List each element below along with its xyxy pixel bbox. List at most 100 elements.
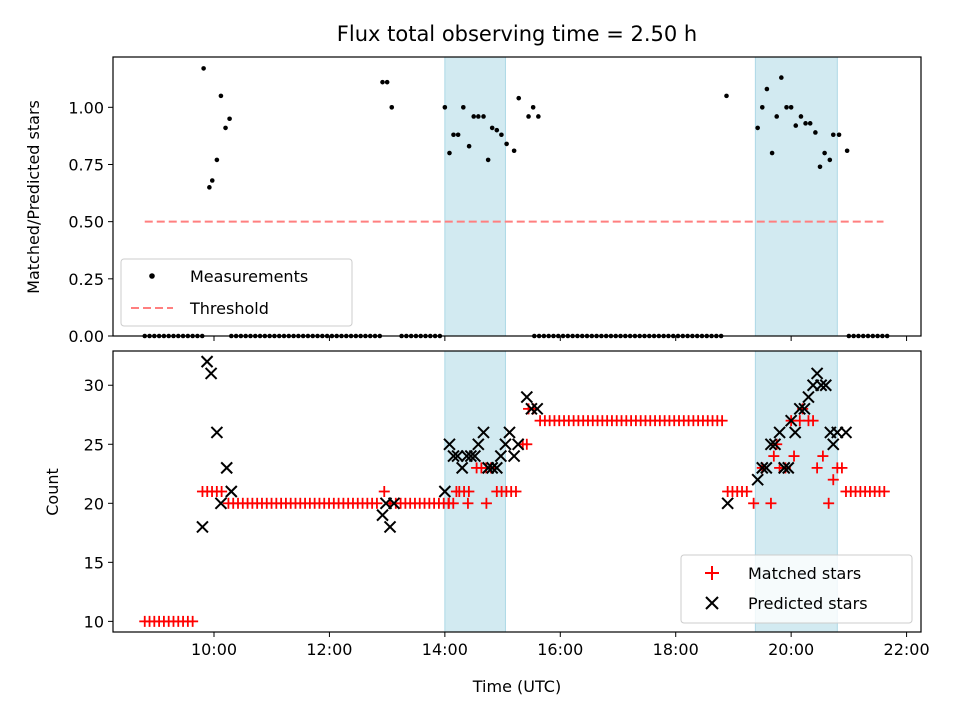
matched-star-point (817, 450, 829, 462)
measurement-point (798, 114, 804, 119)
matched-star-point (371, 497, 383, 509)
measurement-point (447, 150, 452, 156)
measurement-point (461, 105, 466, 110)
measurement-point (504, 141, 509, 147)
chart-title: Flux total observing time = 2.50 h (337, 22, 697, 46)
predicted-star-point (793, 402, 807, 416)
matched-star-point (450, 486, 462, 497)
measurement-point (724, 93, 729, 99)
predicted-star-point (530, 402, 544, 416)
predicted-star-point (472, 438, 485, 451)
x-tick-label: 22:00 (884, 640, 930, 659)
predicted-star-point (760, 461, 773, 475)
predicted-star-point (490, 461, 504, 475)
matched-star-point (836, 462, 848, 474)
measurement-point (764, 86, 770, 92)
predicted-star-point (485, 461, 499, 475)
measurement-point (793, 123, 799, 128)
matched-star-point (716, 415, 728, 427)
measurement-point (536, 114, 541, 119)
predicted-star-point (507, 449, 521, 463)
measurement-point (481, 114, 486, 119)
measurement-point (223, 125, 228, 131)
measurement-point (209, 178, 215, 183)
y-tick-label: 0.75 (68, 155, 104, 174)
legend-threshold-label: Threshold (189, 299, 269, 318)
measurement-point (384, 79, 390, 85)
y-tick-label: 25 (84, 435, 104, 454)
measurement-point (827, 157, 833, 163)
predicted-star-point (464, 449, 478, 463)
predicted-star-point (503, 426, 516, 439)
predicted-star-point (839, 426, 853, 439)
predicted-star-point (814, 379, 828, 392)
predicted-star-point (751, 473, 764, 486)
measurement-point (755, 125, 760, 131)
measurement-point (214, 157, 220, 163)
x-tick-label: 16:00 (537, 640, 583, 659)
matched-star-point (216, 486, 228, 497)
measurement-point (451, 132, 456, 138)
y-tick-label: 15 (84, 553, 104, 572)
matched-star-point (768, 450, 780, 462)
matched-star-point (823, 497, 835, 509)
measurement-point (442, 105, 448, 110)
measurement-point (455, 132, 461, 138)
predicted-star-point (778, 461, 791, 475)
p1-y-axis-label: Count (43, 468, 62, 516)
predicted-star-point (768, 438, 782, 451)
measurement-point (784, 105, 789, 110)
measurement-point (817, 164, 823, 170)
y-tick-label: 1.00 (68, 98, 104, 117)
y-tick-label: 0.25 (68, 270, 104, 289)
predicted-star-point (721, 497, 734, 510)
x-tick-label: 18:00 (653, 640, 699, 659)
predicted-star-point (511, 438, 525, 451)
predicted-star-point (788, 426, 802, 439)
matched-star-point (807, 415, 819, 427)
p0-y-axis-label: Matched/Predicted stars (24, 100, 43, 294)
x-tick-label: 20:00 (768, 640, 814, 659)
measurement-point (779, 75, 784, 80)
x-tick-label: 14:00 (422, 640, 468, 659)
y-tick-label: 20 (84, 494, 104, 513)
predicted-star-point (802, 390, 815, 404)
matched-star-point (827, 474, 839, 486)
legend-measurements-label: Measurements (190, 267, 308, 286)
p0-legend: Measurements Threshold (120, 258, 353, 327)
predicted-star-point (443, 438, 456, 451)
predicted-star-point (451, 449, 464, 463)
matched-star-point (443, 497, 455, 509)
predicted-star-point (520, 390, 534, 404)
x-axis-label: Time (UTC) (472, 677, 561, 696)
y-tick-label: 10 (84, 612, 104, 631)
measurement-point (380, 79, 385, 85)
predicted-star-point (784, 414, 798, 427)
p1-data-layer (139, 355, 890, 627)
matched-star-point (811, 462, 823, 474)
legend-matched-label: Matched stars (748, 564, 861, 583)
predicted-star-point (376, 508, 389, 522)
measurement-point (511, 148, 517, 154)
measurement-point (769, 150, 775, 156)
predicted-star-point (798, 402, 811, 416)
legend-predicted-label: Predicted stars (748, 594, 868, 613)
x-tick-labels: 10:00 12:00 14:00 16:00 18:00 20:00 22:00 (191, 640, 930, 659)
predicted-star-point (225, 485, 238, 498)
p0-axes-frame (112, 56, 922, 337)
predicted-star-point (214, 497, 228, 510)
measurement-point (822, 150, 827, 156)
matched-star-point (521, 438, 533, 450)
measurement-point (788, 105, 794, 110)
ratio-panel: 0.00 0.25 0.50 0.75 1.00 Matched/Predicted s… (24, 56, 922, 346)
legend-matched-marker (705, 566, 719, 580)
predicted-star-point (204, 367, 218, 380)
predicted-star-point (210, 426, 224, 439)
matched-star-point (510, 486, 522, 497)
measurement-point (489, 125, 495, 131)
shaded-interval-1 (754, 56, 838, 337)
measurement-point (499, 132, 504, 138)
matched-star-point (765, 497, 777, 509)
predicted-star-point (438, 485, 452, 498)
